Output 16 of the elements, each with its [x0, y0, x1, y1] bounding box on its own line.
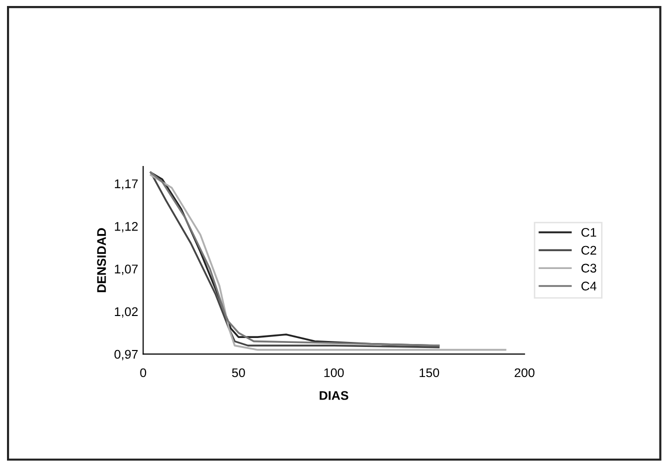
x-tick-label: 0: [140, 368, 146, 378]
x-tick-label: 200: [514, 368, 534, 378]
y-axis-title: DENSIDAD: [97, 228, 106, 292]
legend-label: C4: [581, 282, 596, 291]
x-tick-label: 100: [324, 368, 344, 378]
x-tick-label: 150: [420, 368, 440, 378]
legend-label: C3: [581, 264, 596, 273]
x-tick-label: 50: [232, 368, 245, 378]
legend-label: C2: [581, 246, 596, 255]
y-tick-label: 1,07: [114, 264, 138, 275]
y-tick-label: 1,17: [114, 179, 138, 190]
y-tick-label: 1,02: [114, 307, 138, 318]
y-tick-label: 1,12: [114, 222, 138, 232]
legend-label: C1: [581, 228, 596, 237]
y-tick-label: 0,97: [114, 350, 138, 360]
x-axis-title: DIAS: [320, 391, 348, 400]
